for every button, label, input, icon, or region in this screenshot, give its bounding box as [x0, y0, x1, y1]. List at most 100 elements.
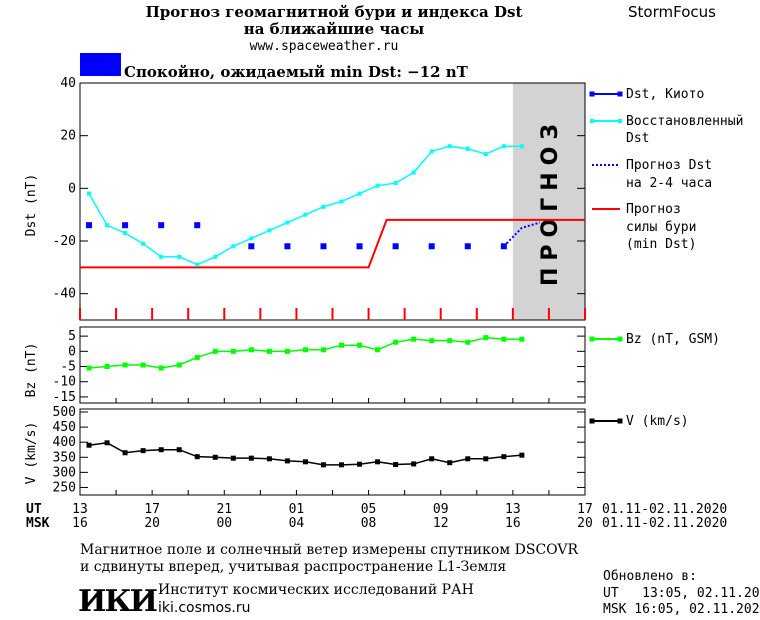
v-point	[194, 454, 200, 460]
v-point	[465, 456, 471, 462]
v-point	[357, 461, 363, 467]
v-point	[212, 454, 218, 460]
v-point	[483, 456, 489, 462]
restored-dst-point	[87, 191, 92, 196]
legend-bz-label: Bz (nT, GSM)	[626, 332, 720, 347]
legend-v-symbol	[589, 418, 623, 424]
restored-dst-point	[519, 144, 524, 149]
dst-point	[284, 243, 291, 250]
dst-point	[320, 243, 327, 250]
y-tick-label: -5	[60, 360, 76, 375]
y-tick-label: 350	[53, 450, 76, 465]
ut-tick-label: 17	[577, 502, 593, 517]
bz-point	[194, 354, 200, 360]
bz-point	[447, 338, 453, 344]
dst-point	[122, 222, 129, 229]
y-tick-label: 450	[53, 420, 76, 435]
bz-y-axis-title: Bz (nT)	[24, 343, 39, 398]
legend-marker	[590, 119, 594, 123]
dst-point	[248, 243, 255, 250]
restored-dst-point	[501, 144, 506, 149]
institute-name: Институт космических исследований РАН	[158, 582, 474, 598]
bz-point	[339, 342, 345, 348]
restored-dst-point	[339, 199, 344, 204]
forecast-dst-line	[503, 221, 541, 247]
v-point	[284, 458, 290, 464]
legend: Dst, Киото Восстановленный Dst Прогноз D…	[589, 87, 743, 429]
y-tick-label: 300	[53, 465, 76, 480]
ut-tick-label: 05	[361, 502, 377, 517]
restored-dst-point	[303, 212, 308, 217]
v-point	[230, 455, 236, 461]
ut-axis-label: UT	[26, 502, 42, 517]
dst-point	[428, 243, 435, 250]
legend-dst-symbol	[589, 91, 623, 97]
bz-point	[375, 347, 381, 353]
v-point	[339, 462, 345, 468]
v-point	[104, 440, 110, 446]
note-line2: и сдвинуты вперед, учитывая распростране…	[80, 559, 506, 575]
v-point	[266, 456, 272, 462]
dst-panel: ПРОГНОЗ 40 20 0 -20 -40	[53, 76, 586, 321]
storm-forecast-line	[80, 218, 585, 269]
status-text: Спокойно, ожидаемый min Dst: −12 nT	[124, 63, 469, 81]
bz-point	[393, 339, 399, 345]
status-indicator	[80, 53, 121, 76]
y-tick-label: 0	[68, 344, 76, 359]
msk-tick-label: 16	[505, 516, 521, 531]
restored-dst-point	[141, 241, 146, 246]
bz-point	[176, 362, 182, 368]
v-point	[86, 442, 92, 448]
legend-restored-symbol	[590, 119, 622, 123]
restored-dst-point	[465, 146, 470, 151]
panel-frame	[79, 82, 586, 321]
msk-tick-label: 08	[361, 516, 377, 531]
restored-dst-point	[357, 191, 362, 196]
v-point	[122, 450, 128, 456]
bz-point	[158, 365, 164, 371]
site-url: www.spaceweather.ru	[250, 39, 399, 54]
bz-point	[411, 336, 417, 342]
legend-storm-label-2: силы бури	[626, 220, 696, 235]
chart-title-line1: Прогноз геомагнитной бури и индекса Dst	[146, 3, 523, 21]
restored-dst-point	[411, 170, 416, 175]
dst-point	[464, 243, 471, 250]
msk-axis-label: MSK	[26, 516, 50, 531]
bz-point	[483, 335, 489, 341]
v-point	[248, 455, 254, 461]
dst-point	[194, 222, 201, 229]
chart-title-line2: на ближайшие часы	[244, 20, 425, 38]
date-range-ut: 01.11-02.11.2020	[602, 502, 727, 517]
legend-v-label: V (km/s)	[626, 414, 689, 429]
restored-dst-line	[88, 145, 522, 266]
bz-point	[104, 364, 110, 370]
bz-point	[429, 338, 435, 344]
bz-point	[212, 348, 218, 354]
v-point	[158, 447, 164, 453]
brand-name: StormFocus	[628, 3, 716, 21]
y-tick-label: -15	[53, 390, 76, 405]
restored-dst-point	[195, 262, 200, 267]
legend-marker	[589, 91, 595, 97]
forecast-zone	[512, 83, 585, 320]
y-tick-label: 5	[68, 329, 76, 344]
legend-marker	[589, 418, 595, 424]
v-point	[140, 448, 146, 454]
restored-dst-point	[159, 254, 164, 259]
ut-tick-label: 01	[289, 502, 305, 517]
v-point	[393, 462, 399, 468]
y-tick-label: -10	[53, 375, 76, 390]
v-point	[375, 459, 381, 465]
note-line1: Магнитное поле и солнечный ветер измерен…	[80, 542, 579, 558]
y-tick-label: 40	[60, 76, 76, 91]
v-point	[519, 452, 525, 458]
msk-tick-label: 20	[144, 516, 160, 531]
v-point	[429, 456, 435, 462]
legend-marker	[617, 336, 623, 342]
bz-point	[284, 348, 290, 354]
restored-dst-point	[285, 220, 290, 225]
y-tick-label: 0	[68, 181, 76, 196]
ut-tick-label: 17	[144, 502, 160, 517]
